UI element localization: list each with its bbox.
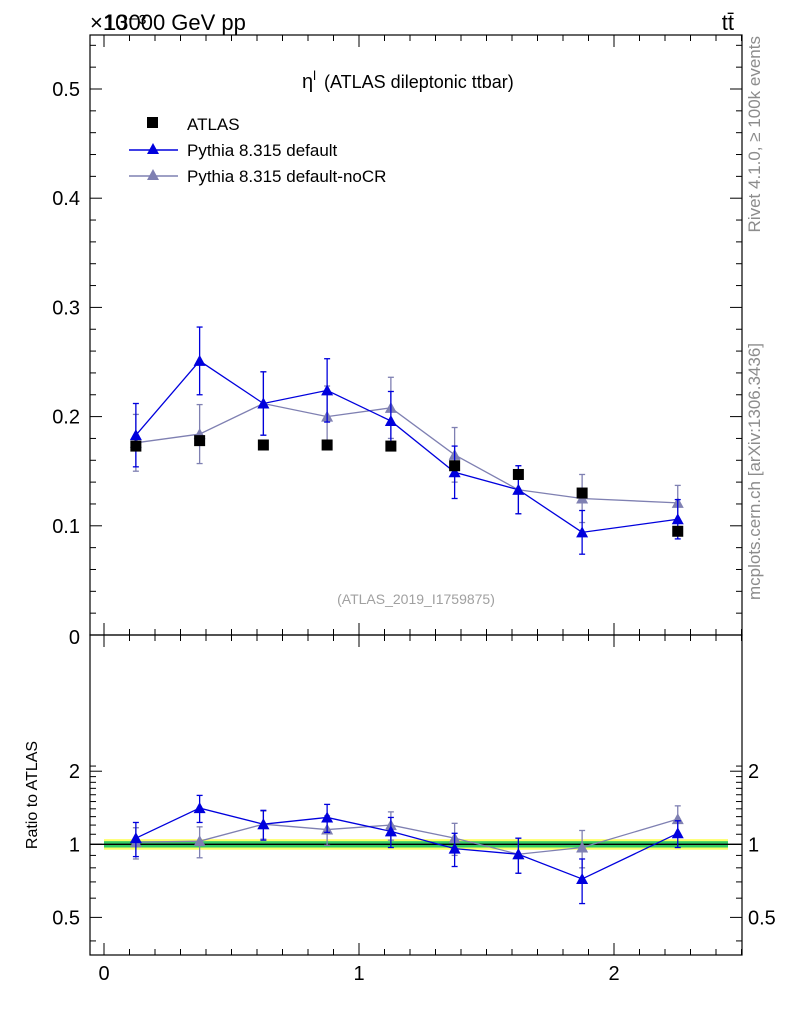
ratio-point-default	[671, 827, 684, 839]
legend-marker-default	[147, 143, 159, 154]
legend-label-default: Pythia 8.315 default	[187, 141, 338, 160]
title-sup: l	[313, 68, 316, 83]
ratio-y-tick-label-right: 0.5	[748, 907, 776, 929]
data-point-atlas	[130, 440, 142, 452]
y-tick-label: 0.5	[52, 79, 80, 101]
legend-marker-atlas	[147, 117, 158, 128]
legend-label-nocr: Pythia 8.315 default-noCR	[187, 167, 386, 186]
ratio-point-default	[321, 811, 334, 823]
process-label: tt̄	[722, 10, 734, 35]
ratio-y-tick-label-left: 2	[69, 761, 80, 783]
data-point-atlas	[449, 460, 461, 472]
rivet-version-text: Rivet 4.1.0, ≥ 100k events	[745, 36, 764, 232]
main-data-layer	[129, 326, 684, 555]
data-point-atlas	[321, 439, 333, 451]
ratio-ticks	[90, 635, 742, 955]
ratio-point-nocr	[193, 835, 206, 847]
exponent-label: ×10⁻³	[90, 10, 146, 35]
data-point-atlas	[576, 487, 588, 499]
y-tick-label: 0.1	[52, 516, 80, 538]
mcplots-text: mcplots.cern.ch [arXiv:1306.3436]	[745, 343, 764, 600]
ratio-point-default	[257, 818, 270, 830]
ratio-y-tick-label-right: 1	[748, 834, 759, 856]
series-line-default	[135, 360, 678, 534]
data-point-atlas	[672, 525, 684, 537]
data-point-default	[321, 384, 334, 396]
ratio-point-default	[193, 802, 206, 814]
data-point-default	[129, 429, 142, 441]
title-eta: η	[302, 71, 313, 93]
main-y-tick-labels: 0 0.1 0.2 0.3 0.4 0.5	[52, 79, 80, 649]
ratio-y-tick-label-right: 2	[748, 761, 759, 783]
ratio-tick-labels: 0.5 0.5 1 1 2 2 0 1 2	[52, 761, 776, 985]
ratio-point-default	[576, 872, 589, 884]
y-tick-zero: 0	[69, 627, 80, 649]
ratio-point-default	[512, 848, 525, 860]
x-tick-label: 0	[98, 963, 109, 985]
y-tick-label: 0.3	[52, 297, 80, 319]
ratio-data-layer	[129, 794, 684, 905]
data-point-atlas	[385, 440, 397, 452]
ratio-y-tick-label-left: 0.5	[52, 907, 80, 929]
data-point-default	[512, 483, 525, 495]
ratio-point-default	[448, 842, 461, 854]
data-point-atlas	[512, 468, 524, 480]
x-tick-label: 1	[353, 963, 364, 985]
y-tick-label: 0.4	[52, 188, 80, 210]
legend-marker-nocr	[147, 169, 159, 180]
legend-label-atlas: ATLAS	[187, 115, 240, 134]
data-point-default	[576, 526, 589, 538]
data-point-default	[448, 466, 461, 478]
data-point-atlas	[194, 435, 206, 447]
data-point-atlas	[257, 439, 269, 451]
ratio-y-tick-label-left: 1	[69, 834, 80, 856]
plot-title: (ATLAS dileptonic ttbar)	[324, 72, 514, 92]
ratio-y-axis-label: Ratio to ATLAS	[24, 741, 41, 849]
series-line-nocr	[135, 402, 678, 504]
data-point-default	[671, 513, 684, 525]
ratio-plot-frame	[89, 634, 743, 956]
analysis-watermark: (ATLAS_2019_I1759875)	[337, 591, 495, 607]
data-point-default	[384, 414, 397, 426]
ratio-point-default	[384, 825, 397, 837]
data-point-default	[257, 397, 270, 409]
energy-label: 13000 GeV pp	[104, 10, 246, 35]
x-tick-label: 2	[608, 963, 619, 985]
data-point-default	[193, 354, 206, 366]
legend: ATLAS Pythia 8.315 default Pythia 8.315 …	[129, 115, 386, 186]
ratio-point-default	[129, 832, 142, 844]
ratio-point-nocr	[576, 841, 589, 853]
y-tick-label: 0.2	[52, 407, 80, 429]
plot-title-symbol: ηl	[302, 68, 316, 93]
